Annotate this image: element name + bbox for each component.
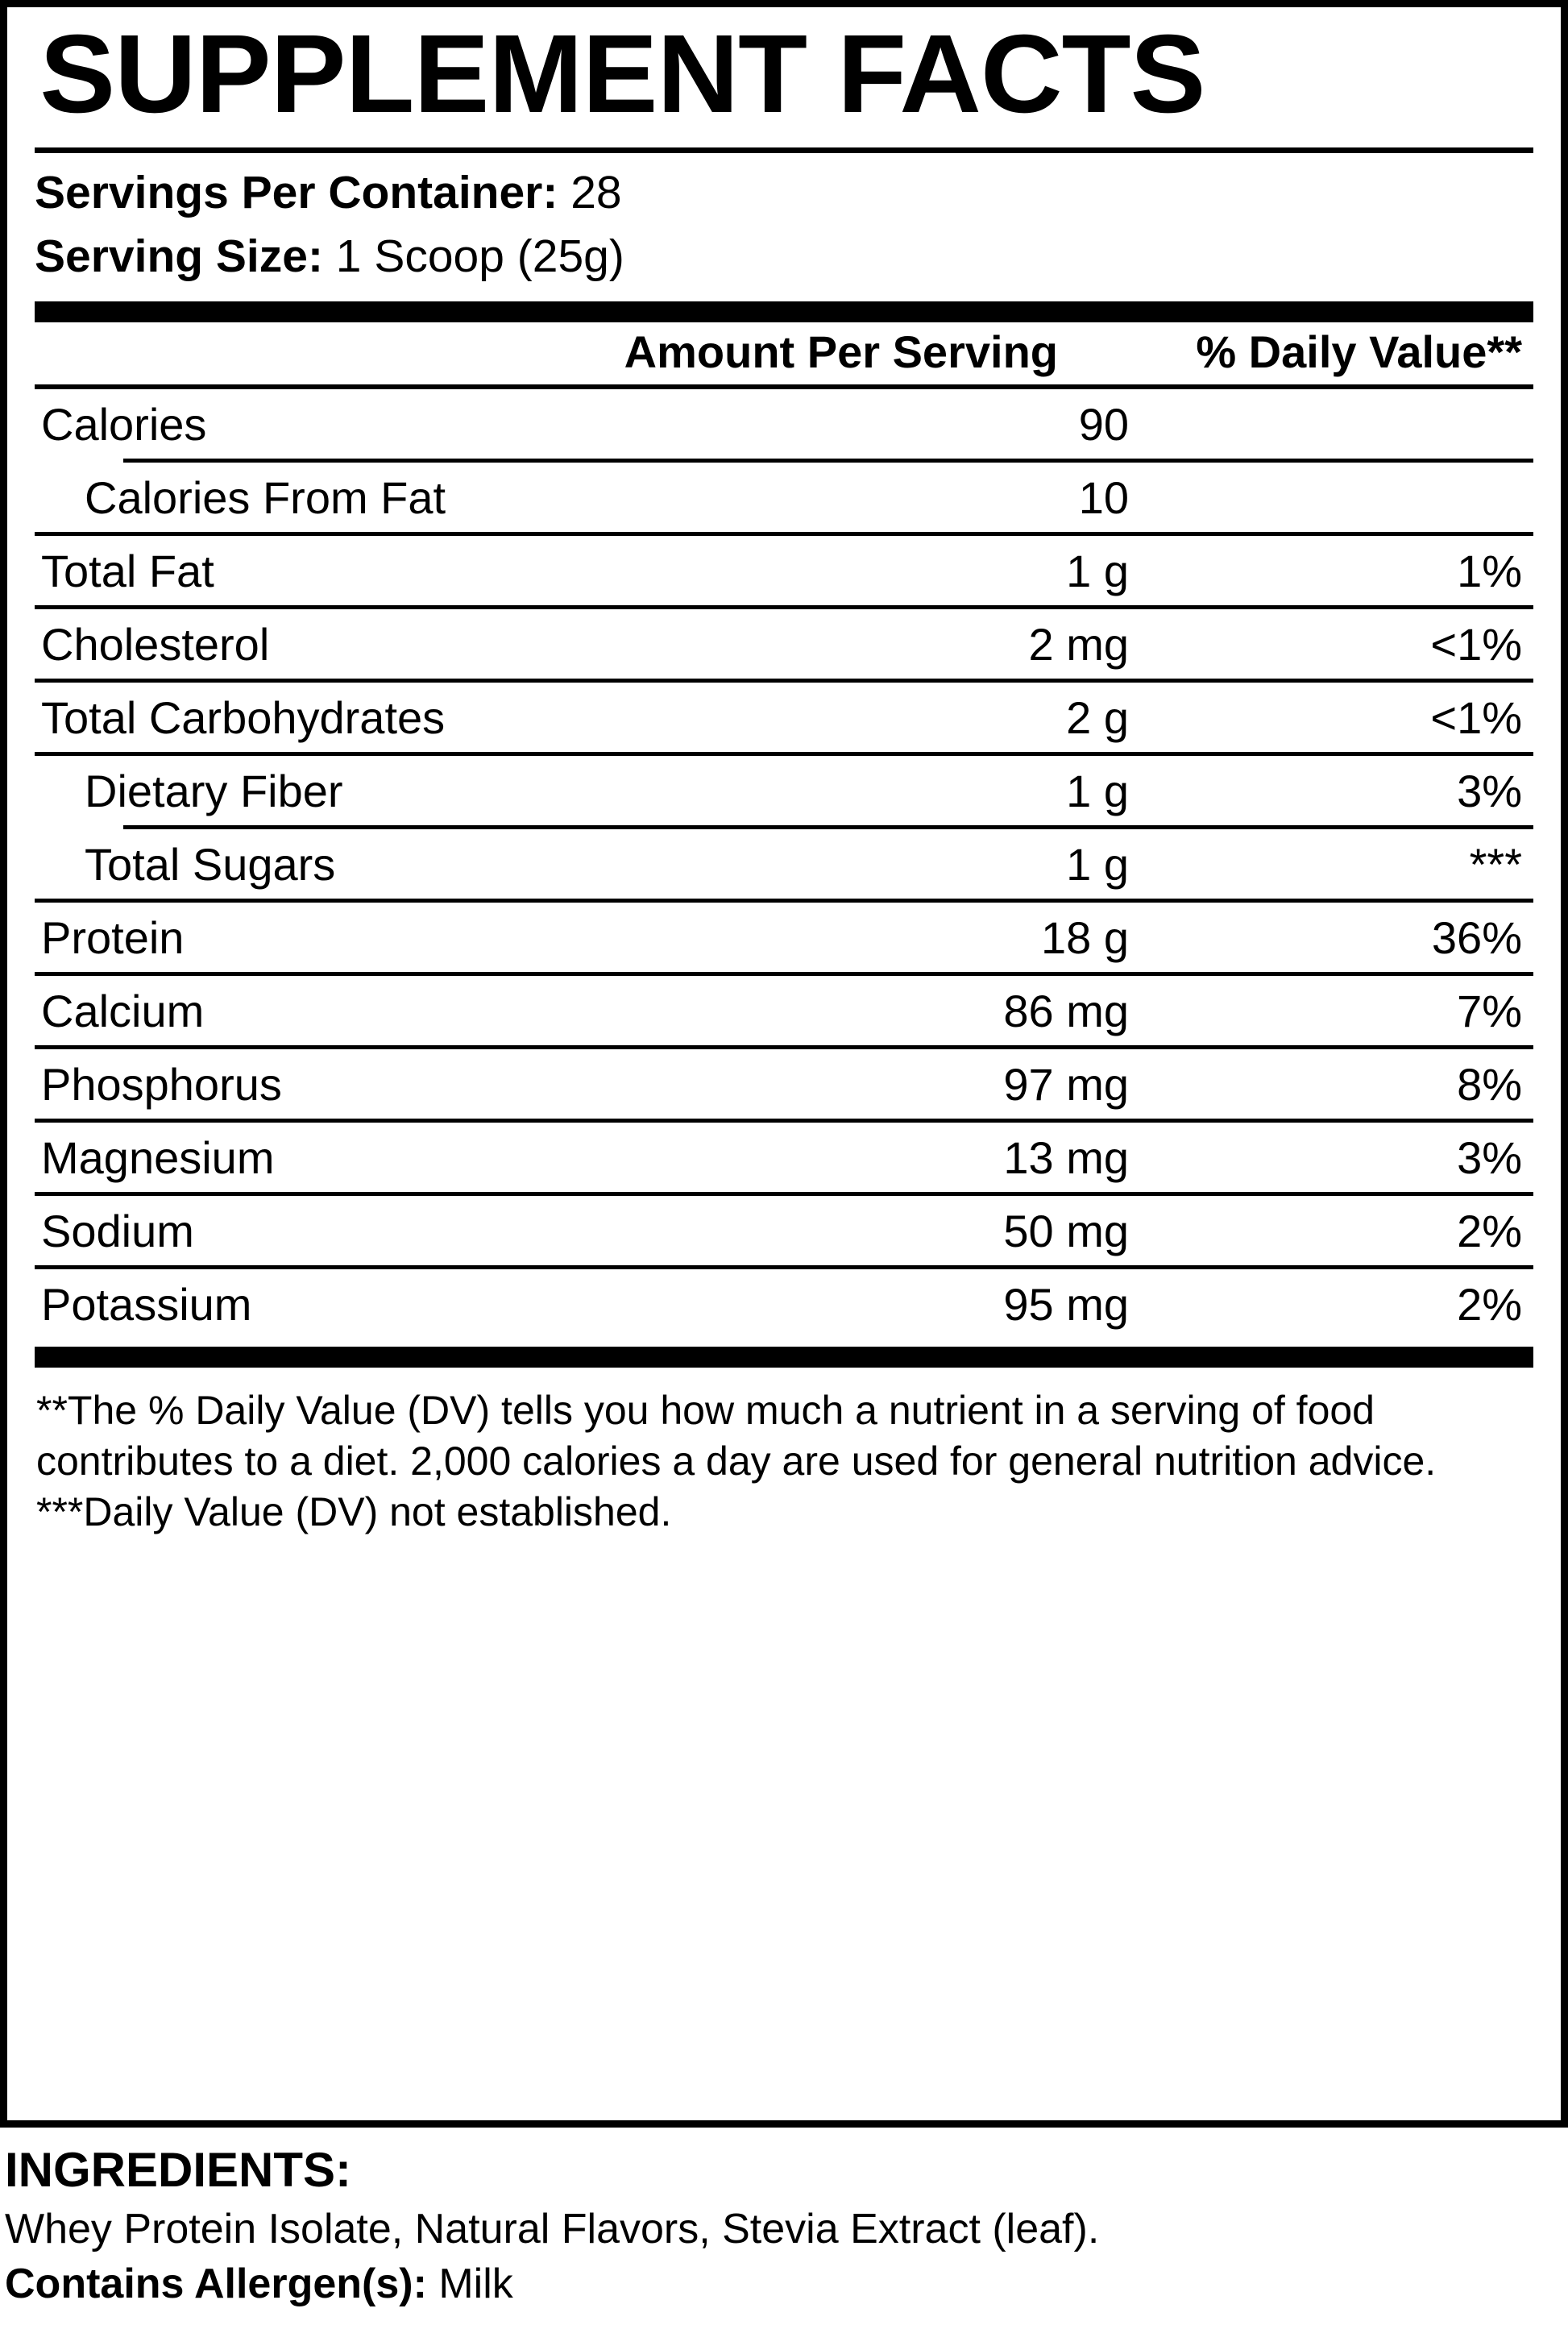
bottom-black-bar <box>35 1347 1533 1368</box>
ingredients-section: INGREDIENTS: Whey Protein Isolate, Natur… <box>0 2144 1568 2310</box>
nutrient-amount: 13 mg <box>1003 1132 1129 1184</box>
nutrient-name: Cholesterol <box>41 619 270 671</box>
row-divider <box>35 1119 1533 1123</box>
serving-size-label: Serving Size: <box>35 230 323 282</box>
servings-block: Servings Per Container: 28 Serving Size:… <box>28 153 1540 289</box>
table-row: Total Sugars 1 g *** <box>28 829 1540 899</box>
table-row: Calories 90 <box>28 389 1540 459</box>
nutrient-amount: 90 <box>1078 399 1129 450</box>
nutrient-amount: 86 mg <box>1003 986 1129 1037</box>
nutrient-amount: 10 <box>1078 472 1129 524</box>
nutrient-daily-value: 1% <box>1457 546 1522 597</box>
nutrient-name: Sodium <box>41 1206 194 1257</box>
table-row: Magnesium 13 mg 3% <box>28 1123 1540 1192</box>
amount-per-serving-header: Amount Per Serving <box>624 326 1058 378</box>
nutrient-daily-value: 3% <box>1457 766 1522 817</box>
nutrient-name: Magnesium <box>41 1132 275 1184</box>
ingredients-heading: INGREDIENTS: <box>5 2143 352 2197</box>
row-divider <box>35 532 1533 537</box>
daily-value-header: % Daily Value** <box>1196 326 1522 378</box>
row-divider <box>35 1265 1533 1270</box>
nutrient-daily-value: 36% <box>1431 912 1522 964</box>
column-header-row: Amount Per Serving % Daily Value** <box>28 322 1540 378</box>
servings-per-container-value: 28 <box>570 166 622 218</box>
row-divider <box>35 1192 1533 1197</box>
nutrient-name: Phosphorus <box>41 1059 282 1111</box>
nutrient-daily-value: 8% <box>1457 1059 1522 1111</box>
daily-value-footnote: **The % Daily Value (DV) tells you how m… <box>36 1388 1437 1484</box>
nutrient-name: Calories From Fat <box>85 472 446 524</box>
nutrient-amount: 2 g <box>1066 692 1129 744</box>
nutrient-amount: 50 mg <box>1003 1206 1129 1257</box>
table-row: Calories From Fat 10 <box>28 463 1540 532</box>
nutrient-daily-value: 3% <box>1457 1132 1522 1184</box>
nutrient-amount: 1 g <box>1066 839 1129 891</box>
ingredients-list: Whey Protein Isolate, Natural Flavors, S… <box>5 2206 1100 2252</box>
table-row: Total Fat 1 g 1% <box>28 536 1540 605</box>
nutrient-name: Total Carbohydrates <box>41 692 446 744</box>
not-established-footnote: ***Daily Value (DV) not established. <box>36 1489 672 1535</box>
servings-per-container-label: Servings Per Container: <box>35 166 558 218</box>
row-divider <box>123 825 1533 830</box>
column-header-divider <box>35 384 1533 390</box>
page-title: SUPPLEMENT FACTS <box>39 12 1205 136</box>
table-row: Total Carbohydrates 2 g <1% <box>28 683 1540 752</box>
title-divider <box>35 147 1533 153</box>
nutrient-name: Dietary Fiber <box>85 766 343 817</box>
nutrient-name: Protein <box>41 912 185 964</box>
nutrient-amount: 2 mg <box>1028 619 1130 671</box>
footnotes-block: **The % Daily Value (DV) tells you how m… <box>28 1368 1540 1538</box>
nutrient-amount: 95 mg <box>1003 1279 1129 1331</box>
nutrient-name: Calories <box>41 399 207 450</box>
nutrient-daily-value: *** <box>1469 839 1522 891</box>
row-divider <box>35 899 1533 903</box>
table-row: Cholesterol 2 mg <1% <box>28 609 1540 679</box>
nutrient-name: Potassium <box>41 1279 252 1331</box>
table-row: Phosphorus 97 mg 8% <box>28 1049 1540 1119</box>
allergen-value: Milk <box>438 2260 513 2307</box>
top-black-bar <box>35 301 1533 323</box>
allergen-label: Contains Allergen(s): <box>5 2260 427 2307</box>
nutrient-amount: 1 g <box>1066 546 1129 597</box>
row-divider <box>35 605 1533 610</box>
nutrient-amount: 18 g <box>1041 912 1129 964</box>
serving-size-value: 1 Scoop (25g) <box>335 230 624 282</box>
table-row: Potassium 95 mg 2% <box>28 1269 1540 1339</box>
serving-size-line: Serving Size: 1 Scoop (25g) <box>35 225 1540 289</box>
nutrient-daily-value: 2% <box>1457 1279 1522 1331</box>
nutrient-name: Calcium <box>41 986 205 1037</box>
table-row: Dietary Fiber 1 g 3% <box>28 756 1540 825</box>
nutrient-daily-value: <1% <box>1430 692 1522 744</box>
allergen-line: Contains Allergen(s): Milk <box>5 2256 1563 2311</box>
supplement-facts-panel: SUPPLEMENT FACTS Servings Per Container:… <box>0 0 1568 2128</box>
nutrient-amount: 97 mg <box>1003 1059 1129 1111</box>
nutrient-name: Total Sugars <box>85 839 336 891</box>
servings-per-container-line: Servings Per Container: 28 <box>35 161 1540 225</box>
table-row: Sodium 50 mg 2% <box>28 1196 1540 1265</box>
nutrient-rows: Calories 90 Calories From Fat 10 Total Fat 1 … <box>28 389 1540 1339</box>
nutrient-daily-value: <1% <box>1430 619 1522 671</box>
nutrient-name: Total Fat <box>41 546 214 597</box>
row-divider <box>35 972 1533 977</box>
table-row: Protein 18 g 36% <box>28 903 1540 972</box>
nutrient-daily-value: 2% <box>1457 1206 1522 1257</box>
row-divider <box>35 752 1533 757</box>
nutrient-daily-value: 7% <box>1457 986 1522 1037</box>
table-row: Calcium 86 mg 7% <box>28 976 1540 1045</box>
row-divider <box>123 459 1533 463</box>
nutrient-amount: 1 g <box>1066 766 1129 817</box>
row-divider <box>35 679 1533 683</box>
row-divider <box>35 1045 1533 1050</box>
